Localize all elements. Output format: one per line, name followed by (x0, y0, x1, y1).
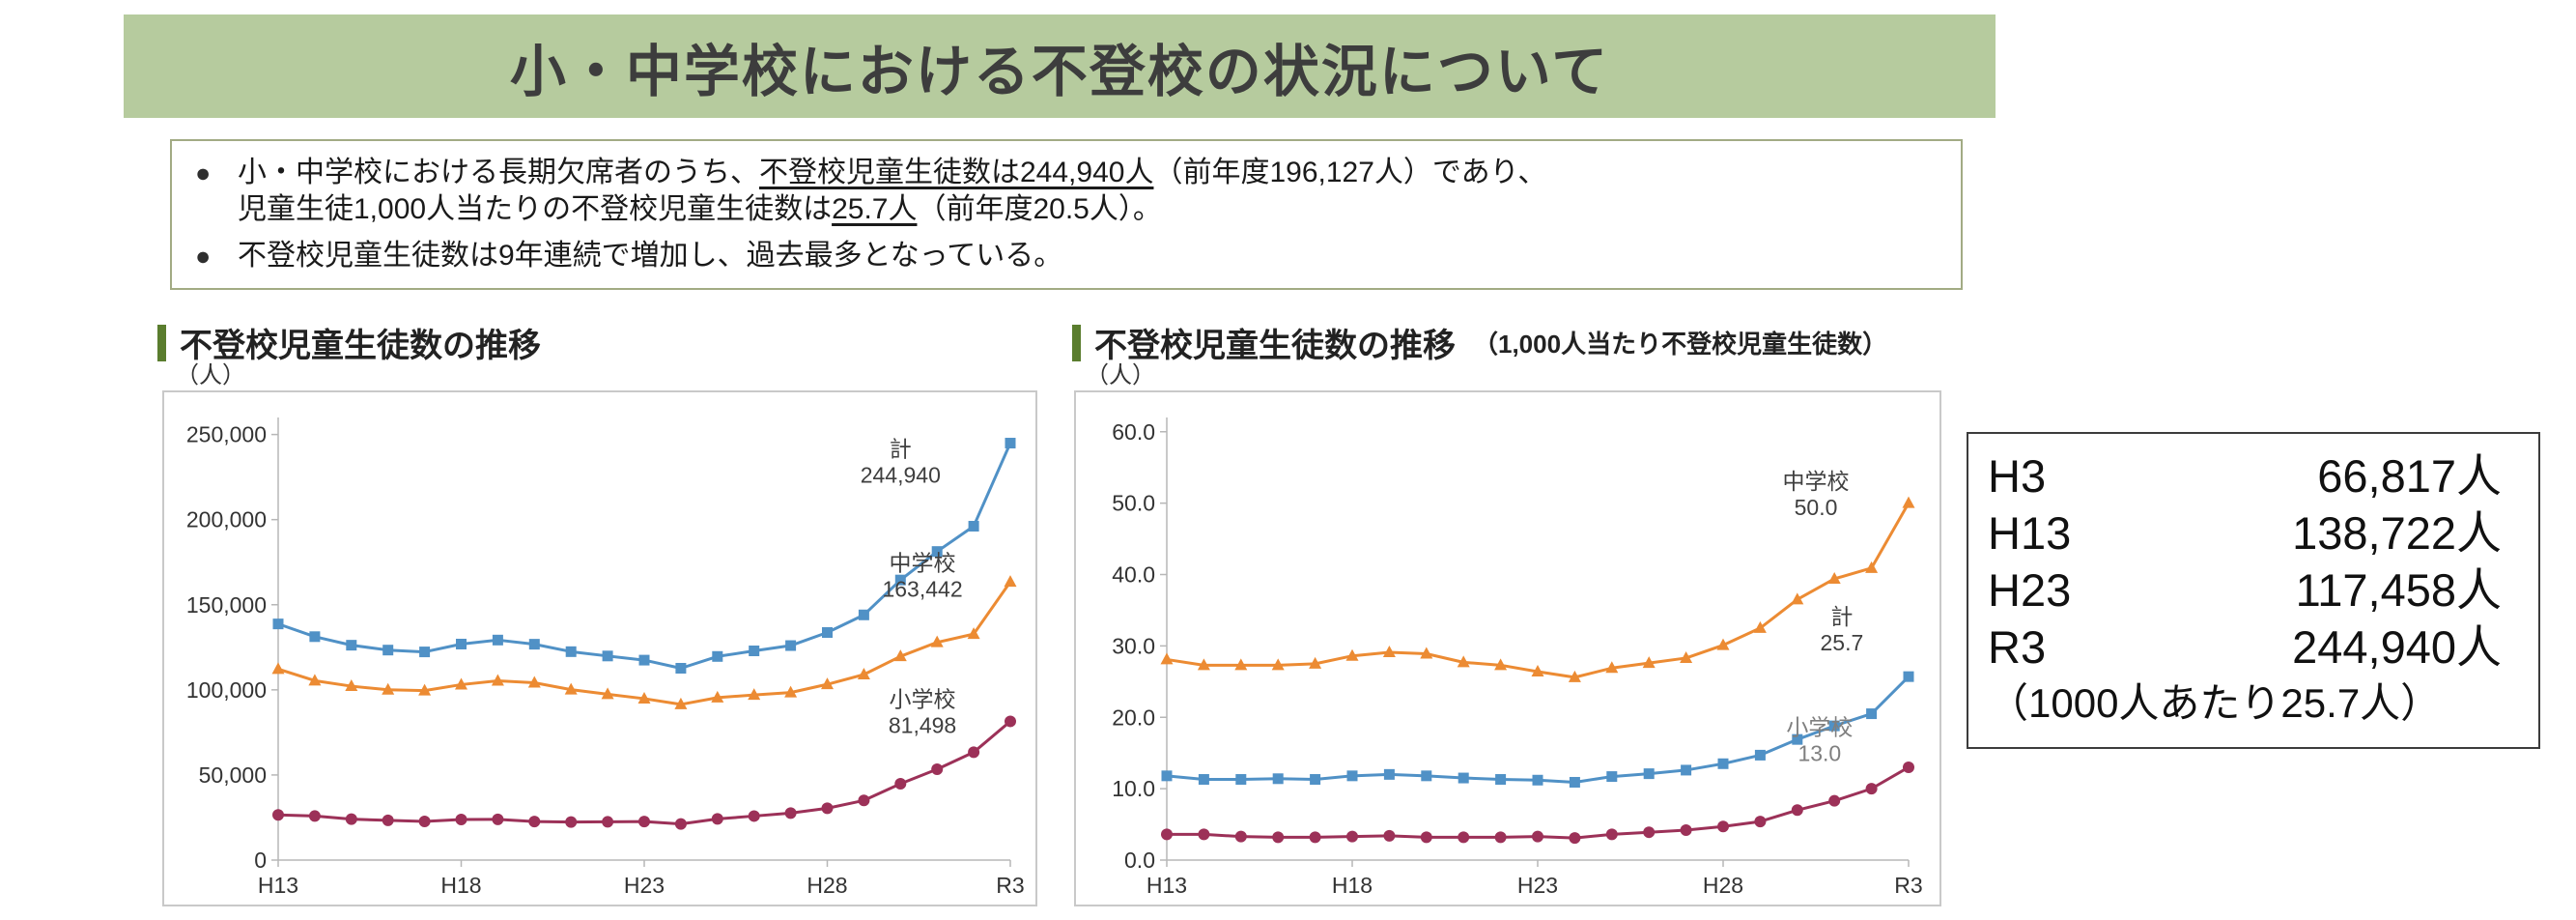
svg-text:H23: H23 (624, 873, 665, 898)
svg-text:50.0: 50.0 (1112, 491, 1155, 516)
bullet-icon: ● (195, 158, 212, 187)
chart-counts-svg: 0 50,000 100,000 150,000 200,000 250,000 H13 H1… (186, 417, 1025, 898)
svg-text:81,498: 81,498 (889, 712, 956, 737)
svg-text:0.0: 0.0 (1124, 848, 1155, 873)
svg-text:R3: R3 (996, 873, 1024, 898)
svg-text:50.0: 50.0 (1795, 495, 1838, 520)
left-chart-unit-label: （人） (176, 362, 245, 388)
stat-value: 138,722人 (2292, 507, 2502, 559)
left-chart-title: 不登校児童生徒数の推移 (180, 328, 541, 364)
stat-value: 66,817人 (2317, 450, 2502, 502)
svg-text:H13: H13 (258, 873, 298, 898)
svg-text:20.0: 20.0 (1112, 704, 1155, 730)
svg-text:計: 計 (890, 437, 912, 462)
svg-text:H13: H13 (1146, 873, 1187, 898)
stat-label: R3 (1988, 621, 2047, 673)
svg-text:30.0: 30.0 (1112, 633, 1155, 658)
svg-text:200,000: 200,000 (186, 507, 267, 532)
svg-text:0: 0 (254, 848, 267, 873)
stat-label: H13 (1988, 507, 2072, 559)
stat-row: R3 244,940人 (1988, 618, 2519, 676)
chart-counts-box: 0 50,000 100,000 150,000 200,000 250,000 H13 H1… (162, 390, 1037, 906)
summary-text: 児童生徒1,000人当たりの不登校児童生徒数は (238, 193, 833, 225)
svg-text:10.0: 10.0 (1112, 776, 1155, 801)
stats-box: H3 66,817人 H13 138,722人 H23 117,458人 R3 … (1967, 432, 2540, 749)
summary-bullet-1-text: 小・中学校における長期欠席者のうち、不登校児童生徒数は244,940人（前年度1… (238, 155, 1546, 228)
svg-text:100,000: 100,000 (186, 677, 267, 703)
svg-text:中学校: 中学校 (1783, 469, 1850, 494)
summary-bullet-2: ● 不登校児童生徒数は9年連続で増加し、過去最多となっている。 (195, 238, 1938, 274)
summary-bullet-1: ● 小・中学校における長期欠席者のうち、不登校児童生徒数は244,940人（前年… (195, 155, 1938, 228)
stat-label: H23 (1988, 564, 2072, 616)
svg-text:40.0: 40.0 (1112, 562, 1155, 588)
stats-note: （1000人あたり25.7人） (1988, 680, 2442, 726)
svg-text:H18: H18 (1332, 873, 1373, 898)
svg-text:計: 計 (1830, 604, 1853, 629)
chart-rate-svg: 0.0 10.0 20.0 30.0 40.0 50.0 60.0 H13 H18 H23 H28 R… (1112, 417, 1923, 898)
right-chart-section-title: 不登校児童生徒数の推移 （1,000人当たり不登校児童生徒数） (1072, 319, 1887, 366)
summary-bullet-2-text: 不登校児童生徒数は9年連続で増加し、過去最多となっている。 (238, 238, 1062, 274)
stat-row: H23 117,458人 (1988, 561, 2519, 618)
svg-text:13.0: 13.0 (1798, 741, 1841, 766)
summary-text: 小・中学校における長期欠席者のうち、 (238, 157, 759, 188)
svg-text:163,442: 163,442 (882, 577, 962, 602)
svg-text:H18: H18 (440, 873, 481, 898)
summary-text: （前年度20.5人）。 (917, 193, 1162, 225)
stat-value: 244,940人 (2292, 621, 2502, 673)
summary-text: （前年度196,127人）であり、 (1153, 157, 1547, 188)
svg-text:中学校: 中学校 (890, 551, 956, 576)
svg-text:R3: R3 (1894, 873, 1922, 898)
stat-row: H3 66,817人 (1988, 447, 2519, 504)
bullet-icon: ● (195, 242, 212, 271)
stat-label: H3 (1988, 450, 2047, 502)
svg-text:H28: H28 (1703, 873, 1743, 898)
svg-text:小学校: 小学校 (890, 686, 956, 711)
summary-text-underlined: 不登校児童生徒数は244,940人 (759, 157, 1154, 188)
svg-text:50,000: 50,000 (199, 762, 267, 788)
chart-rate-box: 0.0 10.0 20.0 30.0 40.0 50.0 60.0 H13 H18 H23 H28 R… (1074, 390, 1941, 906)
svg-text:小学校: 小学校 (1786, 715, 1853, 740)
svg-text:250,000: 250,000 (186, 422, 267, 447)
summary-box: ● 小・中学校における長期欠席者のうち、不登校児童生徒数は244,940人（前年… (170, 139, 1963, 290)
page-title: 小・中学校における不登校の状況について (509, 40, 1610, 103)
page-title-bar: 小・中学校における不登校の状況について (124, 14, 1996, 118)
right-chart-subtitle: （1,000人当たり不登校児童生徒数） (1473, 330, 1888, 359)
svg-text:25.7: 25.7 (1820, 630, 1863, 655)
right-chart-unit-label: （人） (1086, 362, 1155, 388)
svg-text:H28: H28 (807, 873, 847, 898)
stat-value: 117,458人 (2295, 564, 2502, 616)
section-title-bar-icon (1072, 324, 1081, 361)
right-chart-title: 不登校児童生徒数の推移 (1094, 328, 1456, 364)
stat-row: H13 138,722人 (1988, 504, 2519, 561)
section-title-bar-icon (157, 324, 166, 361)
left-chart-section-title: 不登校児童生徒数の推移 (157, 319, 541, 366)
summary-text: 不登校児童生徒数は9年連続で増加し、過去最多となっている。 (238, 240, 1063, 272)
summary-text-underlined: 25.7人 (832, 193, 918, 225)
svg-text:150,000: 150,000 (186, 592, 267, 618)
svg-text:60.0: 60.0 (1112, 419, 1155, 445)
svg-text:H23: H23 (1517, 873, 1558, 898)
svg-text:244,940: 244,940 (861, 463, 941, 488)
